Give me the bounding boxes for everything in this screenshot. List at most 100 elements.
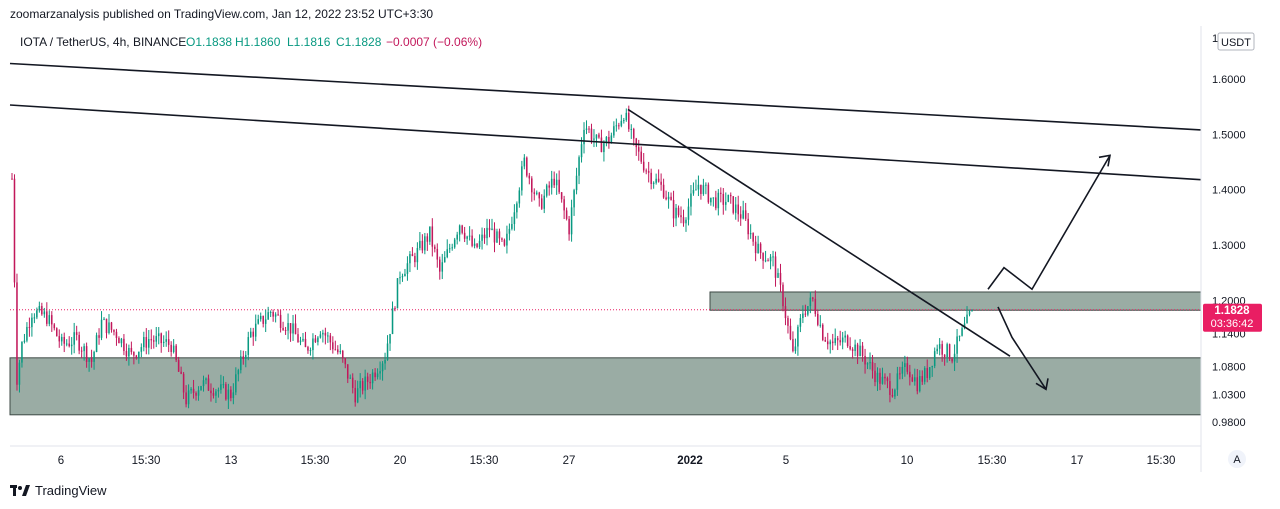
candle-body: [143, 337, 145, 348]
candle: [145, 328, 148, 355]
candle: [891, 388, 894, 398]
candle: [675, 203, 677, 227]
candle: [739, 206, 742, 226]
candle-body: [585, 128, 588, 130]
candle: [647, 161, 650, 183]
time-axis[interactable]: 6 15:30 13 15:30 20 15:30 27 2022 5 10 15:30 17 15:3…: [58, 455, 1176, 467]
candle: [839, 330, 841, 346]
candle: [526, 156, 528, 178]
candle-body: [846, 335, 849, 347]
candle-body: [670, 196, 672, 200]
candle-body: [448, 248, 451, 250]
candle-body: [854, 344, 856, 352]
candle: [573, 188, 575, 216]
candle: [140, 343, 143, 358]
candle-body: [386, 343, 389, 360]
candle-body: [167, 339, 170, 345]
candle: [533, 188, 536, 201]
candle: [349, 374, 352, 379]
candle: [762, 252, 764, 269]
candle-body: [894, 389, 896, 397]
candle-body: [958, 335, 961, 337]
candle-body: [349, 377, 352, 379]
candle-body: [538, 192, 541, 199]
candle: [379, 361, 381, 380]
candle-body: [170, 344, 172, 352]
candle-body: [933, 351, 936, 367]
candle: [46, 302, 48, 327]
price-axis[interactable]: 1.60001.50001.40001.30001.20001.14001.08…: [1212, 74, 1246, 429]
candle: [919, 370, 921, 393]
candle-body: [535, 192, 538, 194]
candle-body: [458, 225, 461, 235]
candle: [575, 167, 578, 195]
candle-body: [839, 340, 841, 343]
candle: [220, 374, 222, 394]
candle-body: [371, 372, 374, 384]
candle: [207, 374, 210, 391]
candle-body: [242, 356, 245, 360]
candle-body: [110, 322, 113, 330]
candle: [235, 367, 237, 396]
candle-body: [85, 346, 88, 362]
candle-body: [792, 339, 794, 352]
candle: [700, 184, 702, 200]
candle-body: [635, 138, 638, 148]
candle-body: [93, 351, 95, 362]
candle-body: [722, 193, 725, 205]
candle-body: [115, 331, 118, 338]
candle-body: [249, 331, 252, 338]
candle-body: [787, 318, 789, 326]
candle: [252, 327, 255, 346]
candle-body: [123, 338, 125, 352]
candle: [550, 170, 553, 195]
candle-body: [314, 338, 317, 343]
candle: [170, 341, 172, 357]
candle: [215, 389, 217, 403]
candle: [242, 350, 245, 365]
candle: [36, 307, 38, 320]
candle-body: [759, 243, 762, 253]
candle-body: [831, 341, 834, 344]
candle-body: [272, 311, 274, 317]
candle: [190, 387, 192, 394]
footer-brand[interactable]: TradingView: [10, 483, 107, 498]
candle: [784, 297, 787, 326]
candle: [680, 206, 682, 224]
auto-scale-button[interactable]: A: [1228, 450, 1246, 468]
candle-body: [421, 240, 424, 251]
candle: [23, 333, 26, 344]
candle-body: [595, 134, 598, 139]
candle: [528, 172, 531, 185]
candle: [804, 304, 807, 318]
price-chart[interactable]: IOTA / TetherUS, 4h, BINANCE O1.1838 H1.…: [0, 26, 1280, 472]
candle: [677, 205, 680, 218]
candle: [128, 344, 130, 366]
candle: [715, 190, 717, 211]
candle: [623, 117, 625, 124]
candle: [304, 331, 307, 348]
candle-body: [794, 346, 797, 352]
candle: [613, 121, 615, 138]
candle-body: [717, 192, 720, 209]
candle: [309, 347, 312, 356]
candle: [916, 369, 919, 395]
candle-body: [677, 207, 680, 216]
price-tick-label: 0.9800: [1212, 417, 1246, 429]
candle: [259, 312, 262, 322]
candle: [26, 322, 28, 343]
candle: [926, 359, 929, 383]
candle-body: [772, 256, 774, 258]
candle-body: [914, 377, 916, 382]
candle-body: [774, 256, 777, 278]
currency-label[interactable]: USDT: [1217, 32, 1255, 51]
price-axis-top-partial: 1: [1212, 33, 1218, 45]
candle: [68, 336, 70, 348]
candle: [458, 224, 461, 242]
chart-panel[interactable]: IOTA / TetherUS, 4h, BINANCE O1.1838 H1.…: [0, 26, 1280, 472]
candle: [682, 209, 685, 227]
candle-body: [705, 184, 707, 186]
candle-body: [550, 178, 553, 188]
candle-body: [695, 189, 697, 191]
candle-body: [307, 347, 309, 351]
